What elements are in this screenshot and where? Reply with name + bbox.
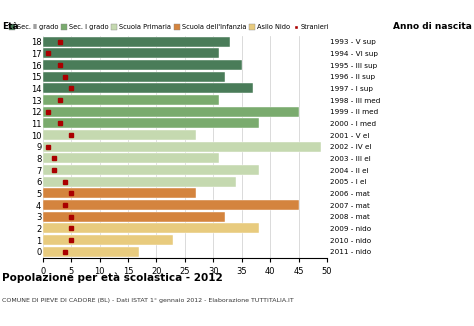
Bar xyxy=(43,223,259,233)
Bar xyxy=(43,142,321,152)
Bar xyxy=(43,83,253,93)
Bar xyxy=(43,118,259,128)
Bar xyxy=(43,130,196,140)
Bar xyxy=(43,107,299,117)
Bar xyxy=(43,200,299,210)
Bar xyxy=(43,188,196,198)
Bar xyxy=(43,165,259,175)
Bar xyxy=(43,154,219,163)
Legend: Sec. II grado, Sec. I grado, Scuola Primaria, Scuola dell'Infanzia, Asilo Nido, : Sec. II grado, Sec. I grado, Scuola Prim… xyxy=(9,24,329,30)
Text: COMUNE DI PIEVE DI CADORE (BL) - Dati ISTAT 1° gennaio 2012 - Elaborazione TUTTI: COMUNE DI PIEVE DI CADORE (BL) - Dati IS… xyxy=(2,298,294,303)
Text: Anno di nascita: Anno di nascita xyxy=(393,22,472,31)
Bar xyxy=(43,95,219,105)
Bar xyxy=(43,72,225,82)
Bar xyxy=(43,48,219,58)
Text: Popolazione per età scolastica - 2012: Popolazione per età scolastica - 2012 xyxy=(2,272,223,283)
Bar xyxy=(43,212,225,222)
Bar xyxy=(43,60,242,70)
Bar xyxy=(43,37,230,47)
Bar xyxy=(43,247,139,257)
Text: Età: Età xyxy=(2,22,19,31)
Bar xyxy=(43,177,236,187)
Bar xyxy=(43,235,173,245)
